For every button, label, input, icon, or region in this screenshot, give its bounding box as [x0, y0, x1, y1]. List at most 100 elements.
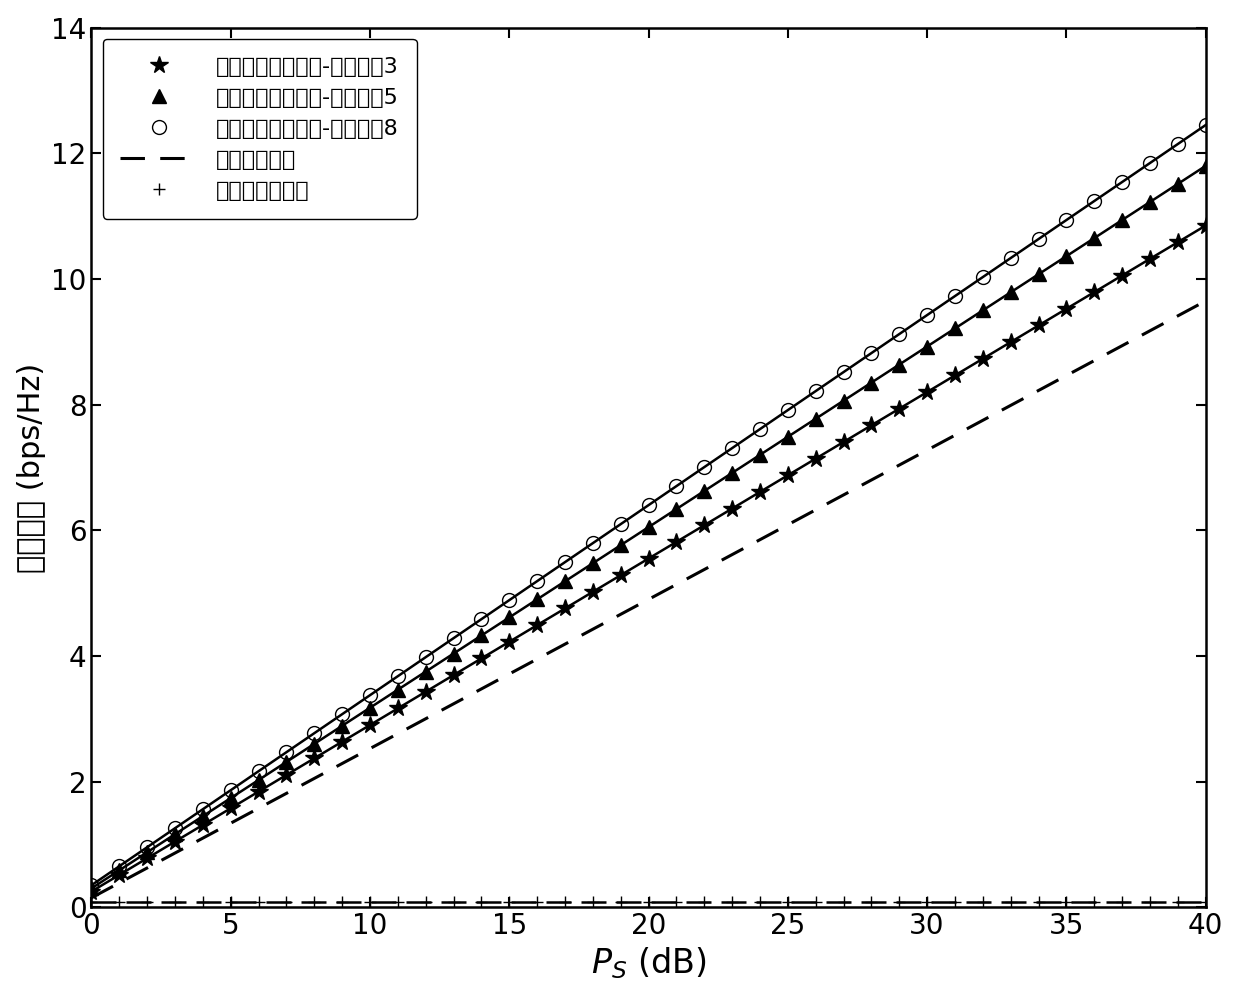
- 所提天线选择方案-天线数为8: [1171, 138, 1185, 150]
- 中继半双工方案: [1003, 896, 1018, 908]
- 所提天线选择方案-天线数为5: [140, 846, 155, 858]
- 所提天线选择方案-天线数为8: [140, 841, 155, 853]
- X-axis label: $P_S$ (dB): $P_S$ (dB): [590, 946, 707, 981]
- 所提天线选择方案-天线数为3: [391, 703, 405, 715]
- 所提天线选择方案-天线数为8: [502, 594, 517, 606]
- 所提天线选择方案-天线数为5: [502, 612, 517, 624]
- 所提天线选择方案-天线数为3: [558, 603, 573, 615]
- 中继半双工方案: [474, 896, 489, 908]
- 所提天线选择方案-天线数为5: [724, 467, 739, 479]
- 所提天线选择方案-天线数为8: [1032, 234, 1047, 246]
- 所提天线选择方案-天线数为8: [724, 442, 739, 454]
- 所提天线选择方案-天线数为3: [223, 802, 238, 814]
- 所提天线选择方案-天线数为3: [892, 403, 906, 415]
- 中继半双工方案: [920, 896, 935, 908]
- 所提天线选择方案-天线数为3: [474, 653, 489, 665]
- 中继半双工方案: [140, 896, 155, 908]
- 所提天线选择方案-天线数为8: [84, 879, 99, 891]
- 所提天线选择方案-天线数为5: [1032, 268, 1047, 280]
- 所提天线选择方案-天线数为5: [892, 358, 906, 370]
- 所提天线选择方案-天线数为8: [947, 290, 962, 302]
- 所提天线选择方案-天线数为8: [1086, 195, 1101, 207]
- 所提天线选择方案-天线数为8: [585, 537, 600, 549]
- 所提天线选择方案-天线数为8: [446, 632, 461, 644]
- 所提天线选择方案-天线数为3: [362, 719, 377, 731]
- 中继半双工方案: [836, 896, 851, 908]
- 中继半双工方案: [976, 896, 991, 908]
- 中继半双工方案: [724, 896, 739, 908]
- 所提天线选择方案-天线数为3: [196, 819, 211, 831]
- 所提天线选择方案-天线数为3: [252, 785, 267, 797]
- 所提天线选择方案-天线数为3: [418, 686, 433, 698]
- 所提天线选择方案-天线数为5: [362, 702, 377, 714]
- 所提天线选择方案-天线数为5: [808, 413, 823, 425]
- 中继半双工方案: [1059, 896, 1074, 908]
- 中继半双工方案: [529, 896, 544, 908]
- 所提天线选择方案-天线数为5: [279, 755, 294, 767]
- 所提天线选择方案-天线数为5: [697, 485, 712, 497]
- 所提天线选择方案-天线数为8: [196, 803, 211, 815]
- 所提天线选择方案-天线数为5: [196, 810, 211, 822]
- 所提天线选择方案-天线数为5: [780, 431, 795, 443]
- 所提天线选择方案-天线数为3: [697, 519, 712, 531]
- 随机天线选择: [575, 629, 590, 641]
- 所提天线选择方案-天线数为5: [1086, 233, 1101, 245]
- 所提天线选择方案-天线数为5: [836, 394, 851, 406]
- 所提天线选择方案-天线数为3: [1032, 319, 1047, 331]
- 中继半双工方案: [502, 896, 517, 908]
- 所提天线选择方案-天线数为3: [753, 486, 768, 498]
- Line: 所提天线选择方案-天线数为8: 所提天线选择方案-天线数为8: [84, 118, 1213, 892]
- 所提天线选择方案-天线数为8: [892, 328, 906, 340]
- 所提天线选择方案-天线数为3: [947, 369, 962, 381]
- 所提天线选择方案-天线数为8: [112, 860, 126, 872]
- 所提天线选择方案-天线数为3: [279, 769, 294, 781]
- 所提天线选择方案-天线数为5: [920, 340, 935, 352]
- 中继半双工方案: [1115, 896, 1130, 908]
- 所提天线选择方案-天线数为5: [1198, 160, 1213, 172]
- 中继半双工方案: [279, 896, 294, 908]
- 所提天线选择方案-天线数为3: [335, 736, 350, 748]
- 所提天线选择方案-天线数为8: [1198, 119, 1213, 131]
- 中继半双工方案: [947, 896, 962, 908]
- 随机天线选择: [849, 482, 864, 494]
- 中继半双工方案: [1142, 896, 1157, 908]
- 随机天线选择: [197, 831, 212, 843]
- 所提天线选择方案-天线数为8: [697, 461, 712, 473]
- 所提天线选择方案-天线数为8: [864, 347, 879, 359]
- 所提天线选择方案-天线数为3: [1198, 220, 1213, 232]
- 所提天线选择方案-天线数为5: [641, 521, 656, 533]
- 所提天线选择方案-天线数为5: [446, 648, 461, 660]
- 所提天线选择方案-天线数为3: [446, 669, 461, 681]
- Line: 所提天线选择方案-天线数为5: 所提天线选择方案-天线数为5: [84, 159, 1213, 895]
- 所提天线选择方案-天线数为5: [558, 575, 573, 587]
- 所提天线选择方案-天线数为5: [1142, 196, 1157, 208]
- 所提天线选择方案-天线数为5: [1171, 178, 1185, 190]
- 中继半双工方案: [808, 896, 823, 908]
- 所提天线选择方案-天线数为3: [920, 386, 935, 398]
- 所提天线选择方案-天线数为3: [614, 569, 629, 581]
- 随机天线选择: [534, 651, 549, 663]
- 所提天线选择方案-天线数为8: [1142, 157, 1157, 169]
- 所提天线选择方案-天线数为5: [585, 557, 600, 569]
- Line: 随机天线选择: 随机天线选择: [92, 301, 1205, 898]
- 所提天线选择方案-天线数为5: [753, 449, 768, 461]
- 所提天线选择方案-天线数为8: [1059, 215, 1074, 227]
- 中继半双工方案: [753, 896, 768, 908]
- 中继半双工方案: [418, 896, 433, 908]
- 随机天线选择: [1198, 295, 1213, 307]
- 中继半双工方案: [1086, 896, 1101, 908]
- 所提天线选择方案-天线数为3: [641, 553, 656, 565]
- 所提天线选择方案-天线数为8: [362, 690, 377, 702]
- 所提天线选择方案-天线数为3: [1059, 302, 1074, 314]
- 中继半双工方案: [780, 896, 795, 908]
- 所提天线选择方案-天线数为8: [252, 765, 267, 777]
- 随机天线选择: [973, 415, 988, 427]
- 所提天线选择方案-天线数为3: [529, 619, 544, 631]
- 中继半双工方案: [196, 896, 211, 908]
- 所提天线选择方案-天线数为5: [1115, 215, 1130, 227]
- 所提天线选择方案-天线数为3: [1142, 252, 1157, 264]
- 中继半双工方案: [641, 896, 656, 908]
- 中继半双工方案: [167, 896, 182, 908]
- 随机天线选择: [952, 426, 967, 438]
- 所提天线选择方案-天线数为8: [558, 556, 573, 568]
